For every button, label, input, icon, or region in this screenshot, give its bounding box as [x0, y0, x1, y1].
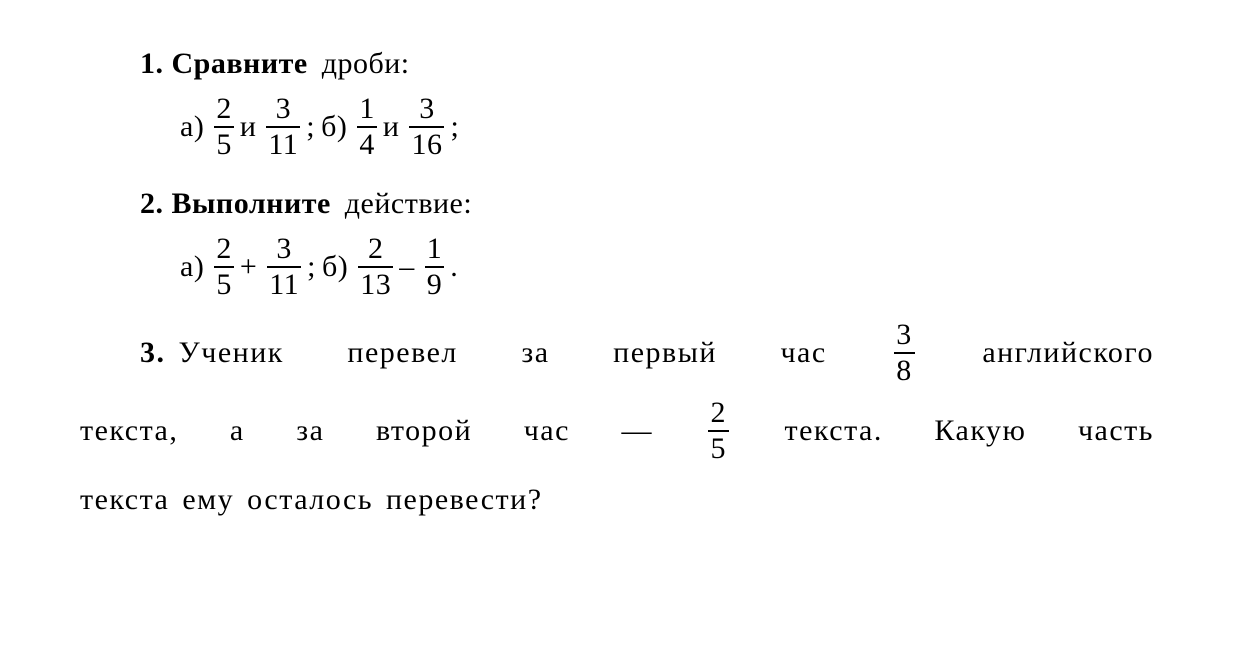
punct-a: ;: [307, 243, 316, 291]
fraction-3-8: 3 8: [894, 320, 915, 386]
fraction-2-5: 2 5: [214, 234, 234, 300]
problem-3-row3: текста ему осталось перевести?: [80, 476, 1154, 524]
fraction-3-11: 3 11: [267, 234, 301, 300]
problem-3-row1: 3. Ученик перевел за первый час 3 8 англ…: [140, 320, 1154, 386]
problem-2: 2. Выполните действие: а) 2 5 + 3 11 ; б…: [80, 180, 1154, 300]
problem-3: 3. Ученик перевел за первый час 3 8 англ…: [80, 320, 1154, 524]
plus-op: +: [240, 243, 257, 291]
p3-word: перевел: [347, 329, 457, 377]
p3-word: часть: [1078, 407, 1154, 455]
problem-3-row2: текста, а за второй час — 2 5 текста. Ка…: [80, 398, 1154, 464]
p3-dash: —: [621, 407, 653, 455]
problem-1-subparts: а) 2 5 и 3 11 ; б) 1 4 и 3 16 ;: [180, 94, 1154, 160]
punct-a: ;: [306, 103, 315, 151]
p3-word: час: [780, 329, 826, 377]
fraction-3-11: 3 11: [266, 94, 300, 160]
p3-word: час: [524, 407, 570, 455]
and-word-2: и: [383, 103, 400, 151]
problem-2-number: 2.: [140, 187, 164, 220]
part-a-label: а): [180, 243, 204, 291]
part-b-label: б): [322, 243, 348, 291]
p3-word: за: [521, 329, 549, 377]
problem-2-title-bold: Выполните: [172, 187, 331, 220]
problem-2-title-rest: действие:: [337, 187, 472, 220]
p3-word: второй: [376, 407, 472, 455]
problem-1-number: 1.: [140, 47, 164, 80]
punct-b: .: [450, 243, 458, 291]
problem-1-title-bold: Сравните: [172, 47, 308, 80]
fraction-2-5: 2 5: [214, 94, 234, 160]
p3-word: за: [296, 407, 324, 455]
p3-word: текста,: [80, 407, 178, 455]
fraction-1-9: 1 9: [425, 234, 445, 300]
problem-3-number: 3.: [140, 329, 166, 377]
p3-word: Ученик: [179, 329, 284, 377]
problem-2-title: 2. Выполните действие:: [140, 180, 1154, 228]
part-a-label: а): [180, 103, 204, 151]
and-word: и: [240, 103, 257, 151]
p3-word: Какую: [934, 407, 1026, 455]
p3-word: текста.: [785, 407, 883, 455]
p3-word: английского: [982, 329, 1154, 377]
problem-2-subparts: а) 2 5 + 3 11 ; б) 2 13 – 1 9 .: [180, 234, 1154, 300]
minus-op: –: [399, 243, 415, 291]
problem-1-title-rest: дроби:: [314, 47, 410, 80]
part-b-label: б): [321, 103, 347, 151]
problem-1-title: 1. Сравните дроби:: [140, 40, 1154, 88]
p3-word: первый: [613, 329, 717, 377]
fraction-3-16: 3 16: [409, 94, 444, 160]
p3-word: а: [230, 407, 245, 455]
fraction-1-4: 1 4: [357, 94, 377, 160]
fraction-2-13: 2 13: [358, 234, 393, 300]
fraction-2-5: 2 5: [708, 398, 729, 464]
punct-b: ;: [450, 103, 459, 151]
problem-1: 1. Сравните дроби: а) 2 5 и 3 11 ; б) 1 …: [80, 40, 1154, 160]
